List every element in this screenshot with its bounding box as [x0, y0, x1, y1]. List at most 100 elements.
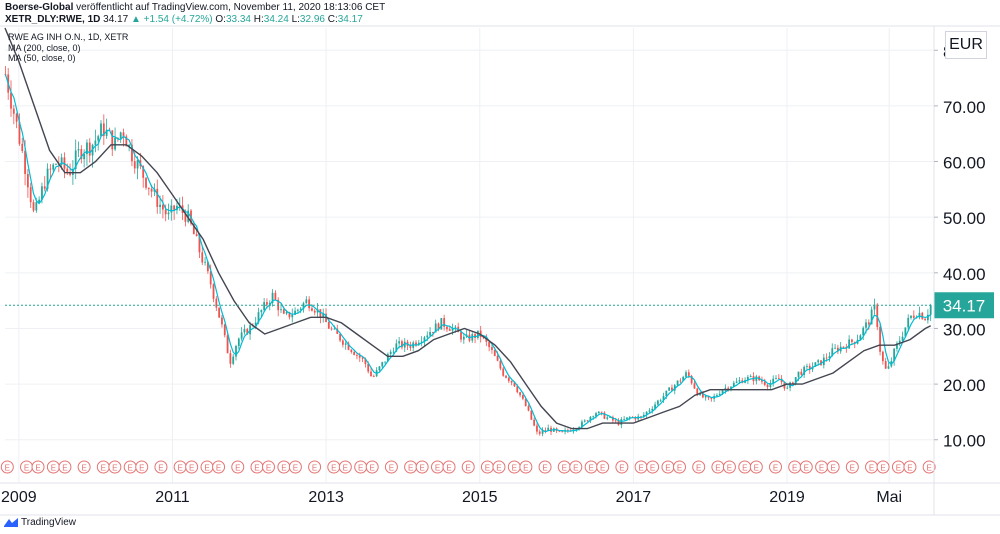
earnings-badge-label: E — [830, 464, 835, 473]
candle-body — [164, 209, 167, 215]
candle-body — [60, 157, 63, 165]
candle-body — [929, 305, 932, 315]
earnings-badge — [58, 460, 72, 474]
candle-body — [786, 387, 789, 389]
candle-body — [131, 144, 133, 162]
candle-body — [94, 140, 97, 145]
candle-body — [308, 299, 311, 309]
candle-body — [538, 431, 541, 434]
candle-body — [74, 150, 77, 169]
candle-body — [654, 404, 656, 409]
candle-body — [873, 304, 876, 310]
chart-legend: RWE AG INH O.N., 1D, XETR MA (200, close… — [8, 32, 128, 64]
moving-averages — [4, 27, 932, 433]
candle-body — [507, 377, 510, 381]
earnings-badge-label: E — [312, 464, 317, 473]
candle-body — [122, 132, 125, 137]
candle-body — [173, 205, 176, 211]
candle-body — [240, 332, 243, 339]
candle-body — [426, 335, 429, 338]
ma50-line — [4, 74, 932, 433]
earnings-badge-label: E — [619, 464, 624, 473]
candle-body — [904, 327, 907, 337]
candle-body — [519, 392, 521, 396]
candle-body — [921, 312, 924, 320]
candle-body — [530, 410, 533, 420]
earnings-badge — [692, 460, 706, 474]
candle-body — [716, 395, 718, 397]
candle-body — [645, 411, 648, 415]
close-label: C: — [327, 14, 338, 25]
candle-body — [865, 322, 867, 328]
candle-body — [817, 360, 820, 363]
candle-body — [536, 425, 538, 432]
earnings-badge — [492, 460, 506, 474]
candle-body — [150, 188, 153, 192]
earnings-badge-label: E — [101, 464, 106, 473]
candle-body — [471, 334, 474, 341]
candle-body — [800, 371, 803, 375]
currency-button[interactable]: EUR — [945, 31, 987, 59]
y-tick-label: 20.00 — [943, 376, 986, 395]
candle-body — [336, 328, 339, 334]
candle-body — [791, 382, 794, 384]
candle-body — [851, 339, 853, 342]
candle-body — [544, 430, 547, 432]
earnings-badge-label: E — [727, 464, 732, 473]
candle-body — [417, 342, 420, 345]
candle-body — [80, 149, 83, 160]
candle-body — [735, 381, 738, 383]
candle-body — [409, 345, 412, 348]
candle-body — [305, 299, 308, 304]
candle-body — [429, 332, 431, 336]
candle-body — [319, 309, 322, 318]
candle-body — [440, 318, 443, 330]
candle-body — [195, 234, 198, 237]
candle-body — [401, 341, 403, 348]
tradingview-logo[interactable]: TradingView — [4, 517, 76, 528]
earnings-badge — [442, 460, 456, 474]
candle-body — [66, 168, 69, 173]
earnings-badge-label: E — [696, 464, 701, 473]
candle-body — [77, 149, 80, 151]
earnings-badge-label: E — [62, 464, 67, 473]
earnings-badge — [77, 460, 91, 474]
candle-body — [693, 383, 696, 389]
candle-body — [884, 361, 887, 369]
symbol-label: XETR_DLY:RWE, 1D — [5, 14, 101, 25]
candle-body — [367, 363, 370, 372]
earnings-badge-label: E — [24, 464, 29, 473]
legend-instrument: RWE AG INH O.N., 1D, XETR — [8, 32, 129, 42]
candle-body — [341, 340, 344, 345]
low-label: L: — [291, 14, 300, 25]
candle-body — [431, 332, 434, 333]
earnings-badge-label: E — [466, 464, 471, 473]
earnings-badge-label: E — [773, 464, 778, 473]
candle-body — [896, 343, 898, 349]
y-tick-label: 70.00 — [943, 98, 986, 117]
candle-body — [609, 416, 611, 418]
earnings-badge-label: E — [235, 464, 240, 473]
candle-body — [614, 420, 617, 422]
candle-body — [718, 393, 721, 396]
candle-body — [204, 261, 206, 263]
candle-body — [361, 357, 364, 359]
earnings-badge-label: E — [926, 464, 931, 473]
candle-body — [797, 371, 800, 378]
y-tick-label: 40.00 — [943, 265, 986, 284]
candle-body — [403, 341, 406, 348]
grid — [5, 28, 933, 483]
candle-body — [35, 202, 38, 211]
candle-body — [192, 223, 195, 235]
candle-body — [491, 347, 493, 350]
candle-body — [327, 322, 330, 329]
candle-body — [384, 361, 386, 363]
earnings-badge — [903, 460, 917, 474]
candle-body — [499, 360, 502, 369]
candlestick-series — [4, 65, 932, 437]
candle-body — [229, 353, 232, 364]
earnings-badge-label: E — [177, 464, 182, 473]
candle-body — [443, 318, 446, 327]
candle-body — [206, 261, 209, 272]
